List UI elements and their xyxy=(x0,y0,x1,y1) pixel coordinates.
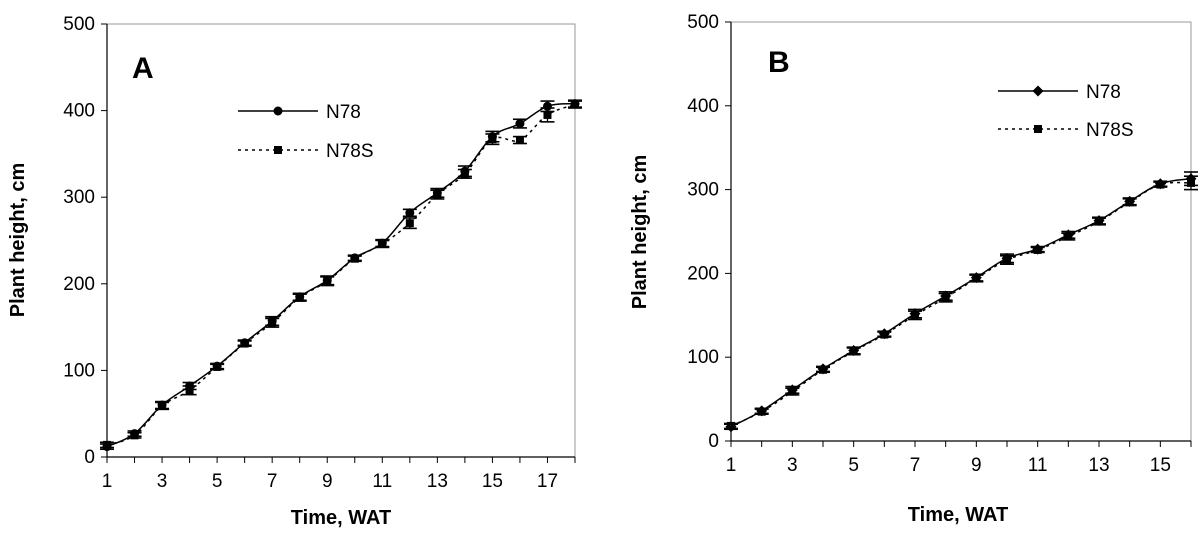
x-axis-title: Time, WAT xyxy=(908,504,1008,526)
legend-label: N78S xyxy=(1086,120,1134,141)
y-axis-title: Plant height, cm xyxy=(629,155,651,309)
data-point xyxy=(405,208,415,218)
data-point xyxy=(1033,245,1042,254)
data-point xyxy=(819,365,827,374)
data-point xyxy=(880,330,889,339)
data-point xyxy=(727,421,735,430)
panel-label: A xyxy=(132,52,154,85)
data-point xyxy=(185,386,194,395)
y-tick-label: 400 xyxy=(63,101,95,122)
data-point xyxy=(240,339,249,348)
data-point xyxy=(1156,180,1165,189)
data-point xyxy=(571,100,579,109)
legend-label: N78 xyxy=(326,102,361,123)
x-tick-label: 5 xyxy=(848,455,859,476)
data-point xyxy=(378,239,387,248)
legend-label: N78 xyxy=(1086,82,1121,103)
data-point xyxy=(515,136,524,145)
data-point xyxy=(788,387,797,396)
y-tick-label: 500 xyxy=(687,12,719,33)
legend-entry: N78S xyxy=(238,141,374,162)
data-point xyxy=(1064,232,1073,241)
data-point xyxy=(941,293,950,302)
legend-entry: N78 xyxy=(238,102,361,123)
legend-label: N78S xyxy=(326,141,374,162)
data-point xyxy=(268,318,277,327)
x-tick-label: 7 xyxy=(267,471,278,492)
data-point xyxy=(130,431,139,440)
x-tick-label: 17 xyxy=(537,471,558,492)
x-tick-label: 3 xyxy=(157,471,168,492)
y-tick-label: 200 xyxy=(63,274,95,295)
x-tick-label: 1 xyxy=(102,471,113,492)
panel-label: B xyxy=(768,46,790,79)
legend-marker xyxy=(1032,85,1044,97)
data-point xyxy=(1003,255,1011,264)
legend-marker xyxy=(1034,125,1042,133)
series-line xyxy=(730,181,1192,427)
data-point xyxy=(158,401,167,410)
series-n78s xyxy=(724,175,1198,430)
series-line xyxy=(730,177,1192,428)
data-point xyxy=(323,277,332,286)
y-axis-title: Plant height, cm xyxy=(7,163,29,317)
y-tick-label: 0 xyxy=(84,447,95,468)
x-tick-label: 3 xyxy=(787,455,798,476)
data-point xyxy=(757,407,766,416)
data-point xyxy=(972,274,981,283)
x-tick-label: 13 xyxy=(1088,455,1109,476)
y-tick-label: 400 xyxy=(687,96,719,117)
data-point xyxy=(460,169,469,178)
data-point xyxy=(213,362,222,371)
x-tick-label: 1 xyxy=(726,455,737,476)
data-point xyxy=(295,293,304,302)
data-point xyxy=(849,347,858,356)
data-point xyxy=(350,254,359,263)
series-n78s xyxy=(100,100,582,449)
data-point xyxy=(1187,178,1195,187)
legend-marker xyxy=(274,146,282,154)
data-point xyxy=(488,135,497,144)
x-axis-title: Time, WAT xyxy=(291,507,391,529)
x-tick-label: 15 xyxy=(482,471,503,492)
data-point xyxy=(543,110,552,119)
data-point xyxy=(433,190,442,199)
x-tick-label: 15 xyxy=(1150,455,1171,476)
y-tick-label: 300 xyxy=(687,180,719,201)
x-tick-label: 9 xyxy=(971,455,982,476)
y-tick-label: 300 xyxy=(63,187,95,208)
y-tick-label: 500 xyxy=(63,14,95,35)
plot-area-border xyxy=(730,21,1192,442)
data-point xyxy=(405,219,414,228)
x-tick-label: 5 xyxy=(212,471,223,492)
x-tick-label: 13 xyxy=(427,471,448,492)
y-tick-label: 0 xyxy=(708,431,719,452)
data-point xyxy=(1125,198,1134,207)
y-tick-label: 100 xyxy=(687,347,719,368)
x-tick-label: 11 xyxy=(1028,455,1048,476)
data-point xyxy=(911,311,919,320)
legend-entry: N78S xyxy=(998,120,1134,141)
x-tick-label: 7 xyxy=(910,455,921,476)
data-point xyxy=(1095,217,1103,226)
x-tick-label: 9 xyxy=(322,471,333,492)
data-point xyxy=(103,440,111,449)
plot-area-border xyxy=(106,23,576,458)
legend-entry: N78 xyxy=(998,82,1121,103)
x-tick-label: 11 xyxy=(372,471,392,492)
legend-marker xyxy=(273,106,283,116)
data-point xyxy=(515,119,525,129)
y-tick-label: 200 xyxy=(687,263,719,284)
y-tick-label: 100 xyxy=(63,360,95,381)
